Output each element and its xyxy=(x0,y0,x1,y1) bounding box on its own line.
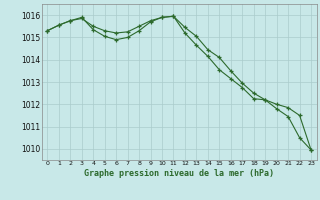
X-axis label: Graphe pression niveau de la mer (hPa): Graphe pression niveau de la mer (hPa) xyxy=(84,169,274,178)
